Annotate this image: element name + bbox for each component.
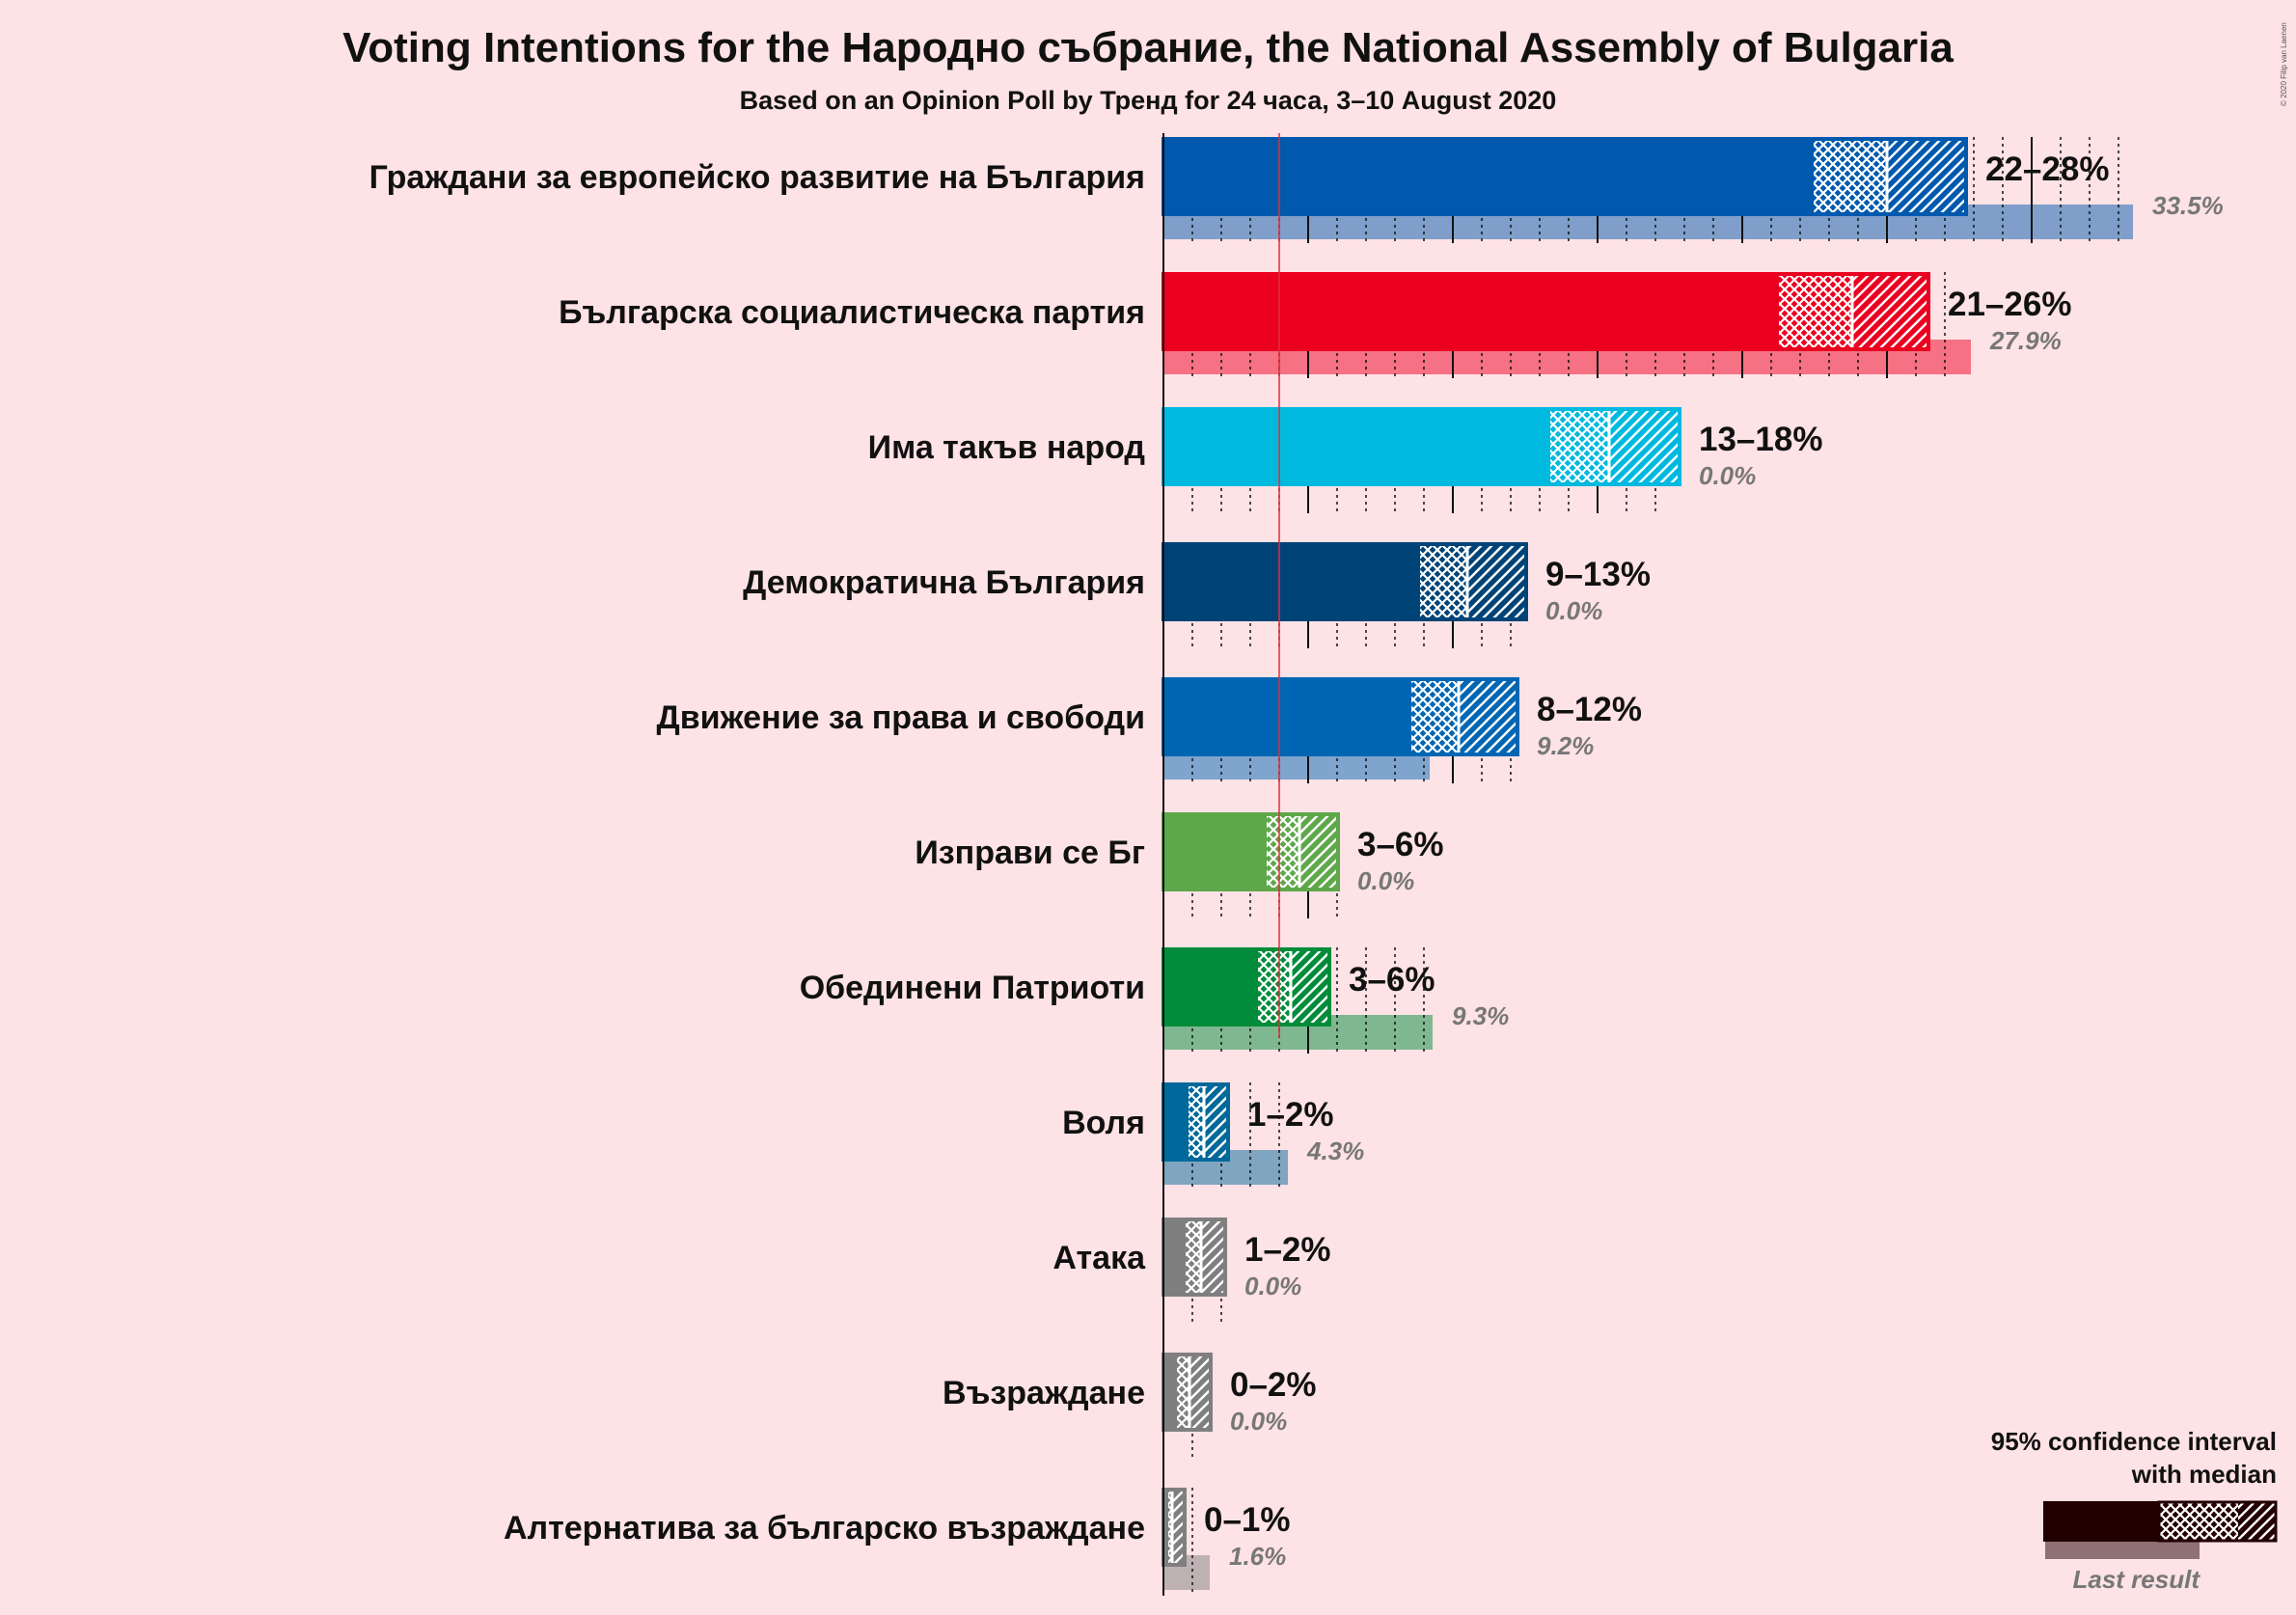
category-label-8: Атака bbox=[1052, 1240, 1146, 1276]
category-label-0: Граждани за европейско развитие на Бълга… bbox=[369, 159, 1145, 196]
copyright: © 2020 Filip van Laenen bbox=[2280, 22, 2288, 106]
legend-xhatch bbox=[2159, 1501, 2238, 1542]
category-label-10: Алтернатива за българско възраждане bbox=[504, 1510, 1145, 1547]
party-row-10: Алтернатива за българско възраждане 0–1% 1… bbox=[504, 1488, 1291, 1594]
category-label-4: Движение за права и свободи bbox=[657, 699, 1146, 736]
bar-ci-low-8 bbox=[1184, 1218, 1201, 1297]
last-result-label-2: 0.0% bbox=[1699, 461, 1756, 490]
last-result-label-10: 1.6% bbox=[1229, 1542, 1286, 1571]
category-label-9: Възраждане bbox=[943, 1375, 1145, 1411]
category-label-7: Воля bbox=[1062, 1105, 1145, 1141]
bars: Граждани за европейско развитие на Бълга… bbox=[369, 133, 2224, 1596]
chart-subtitle: Based on an Opinion Poll by Тренд for 24… bbox=[740, 86, 1557, 115]
range-label-3: 9–13% bbox=[1545, 556, 1651, 593]
range-label-6: 3–6% bbox=[1349, 961, 1435, 999]
range-label-4: 8–12% bbox=[1537, 691, 1642, 728]
bar-ci-low-0 bbox=[1812, 137, 1887, 216]
party-row-3: Демократична България 9–13% 0.0% bbox=[743, 542, 1651, 648]
bar-solid-0 bbox=[1163, 137, 1812, 216]
last-result-label-3: 0.0% bbox=[1545, 596, 1602, 625]
range-label-9: 0–2% bbox=[1230, 1366, 1317, 1404]
category-label-2: Има такъв народ bbox=[868, 429, 1145, 466]
party-row-9: Възраждане 0–2% 0.0% bbox=[943, 1353, 1317, 1459]
party-row-4: Движение за права и свободи 8–12% 9.2% bbox=[657, 677, 1642, 783]
bar-ci-low-4 bbox=[1409, 677, 1459, 756]
bar-ci-high-7 bbox=[1204, 1082, 1230, 1162]
last-result-label-5: 0.0% bbox=[1357, 866, 1414, 895]
bar-solid-7 bbox=[1163, 1082, 1187, 1162]
party-row-5: Изправи се Бг 3–6% 0.0% bbox=[915, 812, 1444, 918]
bar-ci-high-2 bbox=[1609, 407, 1681, 486]
chart-title: Voting Intentions for the Народно събран… bbox=[342, 24, 1954, 71]
bar-solid-1 bbox=[1163, 272, 1777, 351]
last-result-label-9: 0.0% bbox=[1230, 1407, 1287, 1436]
bar-solid-6 bbox=[1163, 947, 1256, 1026]
legend-dhatch bbox=[2238, 1501, 2277, 1542]
legend-line2: with median bbox=[2131, 1460, 2277, 1489]
party-row-8: Атака 1–2% 0.0% bbox=[1052, 1218, 1331, 1324]
bar-ci-high-0 bbox=[1887, 137, 1968, 216]
bar-ci-high-6 bbox=[1291, 947, 1331, 1026]
legend-last-label: Last result bbox=[2073, 1565, 2201, 1594]
bar-ci-low-10 bbox=[1166, 1488, 1172, 1567]
bar-ci-high-5 bbox=[1299, 812, 1340, 891]
legend: 95% confidence interval with median Last r… bbox=[1991, 1427, 2278, 1594]
legend-solid bbox=[2043, 1501, 2159, 1542]
bar-ci-high-3 bbox=[1467, 542, 1528, 621]
party-row-2: Има такъв народ 13–18% 0.0% bbox=[868, 407, 1822, 513]
party-row-6: Обединени Патриоти 3–6% 9.3% bbox=[800, 947, 1509, 1054]
bar-ci-low-6 bbox=[1256, 947, 1291, 1026]
bar-ci-low-5 bbox=[1265, 812, 1299, 891]
last-result-label-1: 27.9% bbox=[1989, 326, 2062, 355]
range-label-7: 1–2% bbox=[1247, 1096, 1334, 1134]
party-row-0: Граждани за европейско развитие на Бълга… bbox=[369, 137, 2224, 243]
category-label-5: Изправи се Бг bbox=[915, 835, 1145, 871]
bar-ci-low-2 bbox=[1548, 407, 1609, 486]
bar-ci-high-1 bbox=[1852, 272, 1930, 351]
category-label-3: Демократична България bbox=[743, 564, 1145, 601]
category-label-6: Обединени Патриоти bbox=[800, 970, 1145, 1006]
party-row-7: Воля 1–2%4.3% bbox=[1062, 1082, 1364, 1189]
bar-ci-low-3 bbox=[1418, 542, 1467, 621]
bar-ci-low-9 bbox=[1175, 1353, 1189, 1432]
range-label-10: 0–1% bbox=[1204, 1501, 1291, 1539]
last-result-label-4: 9.2% bbox=[1537, 731, 1594, 760]
legend-outline bbox=[2157, 1500, 2278, 1543]
bar-ci-high-8 bbox=[1201, 1218, 1227, 1297]
last-result-label-8: 0.0% bbox=[1244, 1272, 1301, 1300]
bar-solid-4 bbox=[1163, 677, 1409, 756]
last-result-label-6: 9.3% bbox=[1452, 1001, 1509, 1030]
party-row-1: Българска социалистическа партия 21–26% 27… bbox=[559, 272, 2071, 378]
bar-ci-low-1 bbox=[1777, 272, 1852, 351]
range-label-1: 21–26% bbox=[1948, 286, 2071, 323]
legend-line1: 95% confidence interval bbox=[1991, 1427, 2277, 1456]
bar-solid-9 bbox=[1163, 1353, 1175, 1432]
range-label-8: 1–2% bbox=[1244, 1231, 1331, 1269]
range-label-5: 3–6% bbox=[1357, 826, 1444, 863]
category-label-1: Българска социалистическа партия bbox=[559, 294, 1145, 331]
bar-solid-3 bbox=[1163, 542, 1418, 621]
last-result-label-0: 33.5% bbox=[2152, 191, 2224, 220]
bar-solid-8 bbox=[1163, 1218, 1184, 1297]
bar-solid-2 bbox=[1163, 407, 1548, 486]
range-label-0: 22–28% bbox=[1985, 151, 2109, 188]
bar-ci-high-4 bbox=[1459, 677, 1519, 756]
bar-ci-low-7 bbox=[1187, 1082, 1204, 1162]
range-label-2: 13–18% bbox=[1699, 421, 1822, 458]
bar-solid-5 bbox=[1163, 812, 1265, 891]
last-result-label-7: 4.3% bbox=[1306, 1136, 1364, 1165]
